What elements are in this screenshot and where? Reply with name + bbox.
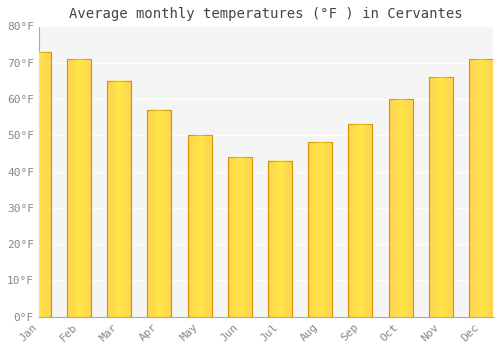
Bar — [388, 99, 412, 317]
Bar — [228, 157, 252, 317]
Bar — [26, 52, 51, 317]
Bar — [107, 81, 132, 317]
Bar — [469, 59, 493, 317]
Bar — [148, 110, 172, 317]
Bar — [308, 142, 332, 317]
Bar — [188, 135, 212, 317]
Bar — [348, 124, 372, 317]
Bar — [268, 161, 292, 317]
Bar — [67, 59, 91, 317]
Title: Average monthly temperatures (°F ) in Cervantes: Average monthly temperatures (°F ) in Ce… — [69, 7, 462, 21]
Bar — [428, 77, 453, 317]
